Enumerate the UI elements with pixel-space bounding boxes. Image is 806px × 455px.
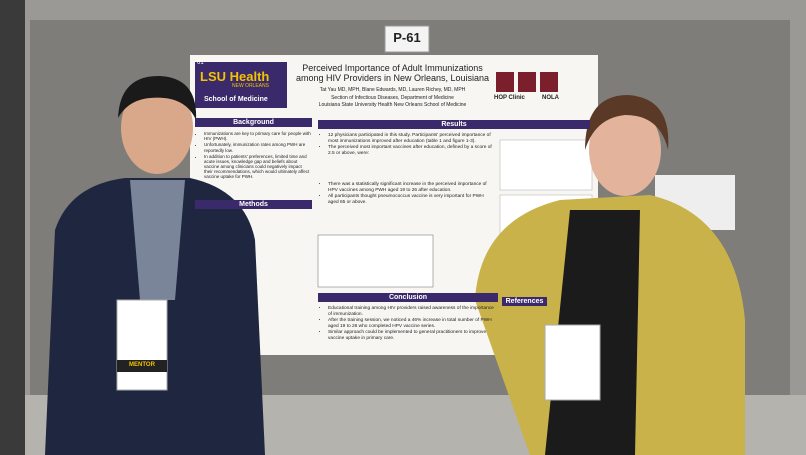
bullet: In addition to patients' preferences, li… xyxy=(204,154,311,180)
section-heading: References xyxy=(502,297,547,306)
person-hair xyxy=(118,75,197,120)
section-heading: Results xyxy=(318,120,590,129)
conclusion-list: Educational training among HIV providers… xyxy=(320,306,498,342)
bullet: Similar approach could be implemented to… xyxy=(328,330,498,341)
person-shirt xyxy=(130,180,185,300)
person-face xyxy=(589,104,661,196)
clinic-icon xyxy=(518,72,536,92)
bullet: There was a statistically significant in… xyxy=(328,182,495,193)
badge-ribbon-text: MENTOR xyxy=(129,362,155,368)
results-list: 12 physicians participated in this study… xyxy=(320,133,495,206)
badge-ribbon xyxy=(117,360,167,372)
sign: P-61 xyxy=(393,30,421,45)
poster-title: Perceived Importance of Adult Immunizati… xyxy=(295,63,490,84)
authors: Tat Yau MD, MPH, Blane Edwards, MD, Laur… xyxy=(319,87,466,93)
table xyxy=(317,234,434,288)
badge xyxy=(544,324,601,401)
bullet: Immunizations are key to primary care fo… xyxy=(204,131,311,141)
bullet: All participants thought pneumococcus va… xyxy=(328,194,495,205)
affiliation: Louisiana State University Health New Or… xyxy=(318,102,467,108)
bullet: Educational training among HIV providers… xyxy=(328,306,498,317)
section-heading: Conclusion xyxy=(318,293,498,302)
bullet: 12 physicians participated in this study… xyxy=(328,133,495,144)
person-hair xyxy=(585,95,669,150)
section-heading: Methods xyxy=(195,200,312,209)
city: NOLA xyxy=(542,95,559,101)
affiliation: Section of Infectious Diseases, Departme… xyxy=(331,95,454,101)
poster-number: 61 xyxy=(197,60,204,66)
clinic-icon xyxy=(496,72,514,92)
bullet: Unfortunately, immunization rates among … xyxy=(204,142,311,152)
section-heading: Background xyxy=(195,118,312,127)
chart-image xyxy=(499,139,593,191)
logo: LSU Health xyxy=(200,69,270,84)
logo-box xyxy=(195,62,287,108)
clinic: HOP Clinic xyxy=(494,95,525,101)
pole xyxy=(0,0,25,455)
background-list: Immunizations are key to primary care fo… xyxy=(196,131,311,181)
sign-card xyxy=(384,25,430,53)
clinic-icon xyxy=(540,72,558,92)
school: School of Medicine xyxy=(204,96,268,103)
person-face xyxy=(121,82,193,174)
logo-sub: NEW ORLEANS xyxy=(232,83,269,89)
bullet: After the training session, we noticed a… xyxy=(328,318,498,329)
bullet: The perceived most important vaccines af… xyxy=(328,145,495,156)
badge xyxy=(116,299,168,391)
